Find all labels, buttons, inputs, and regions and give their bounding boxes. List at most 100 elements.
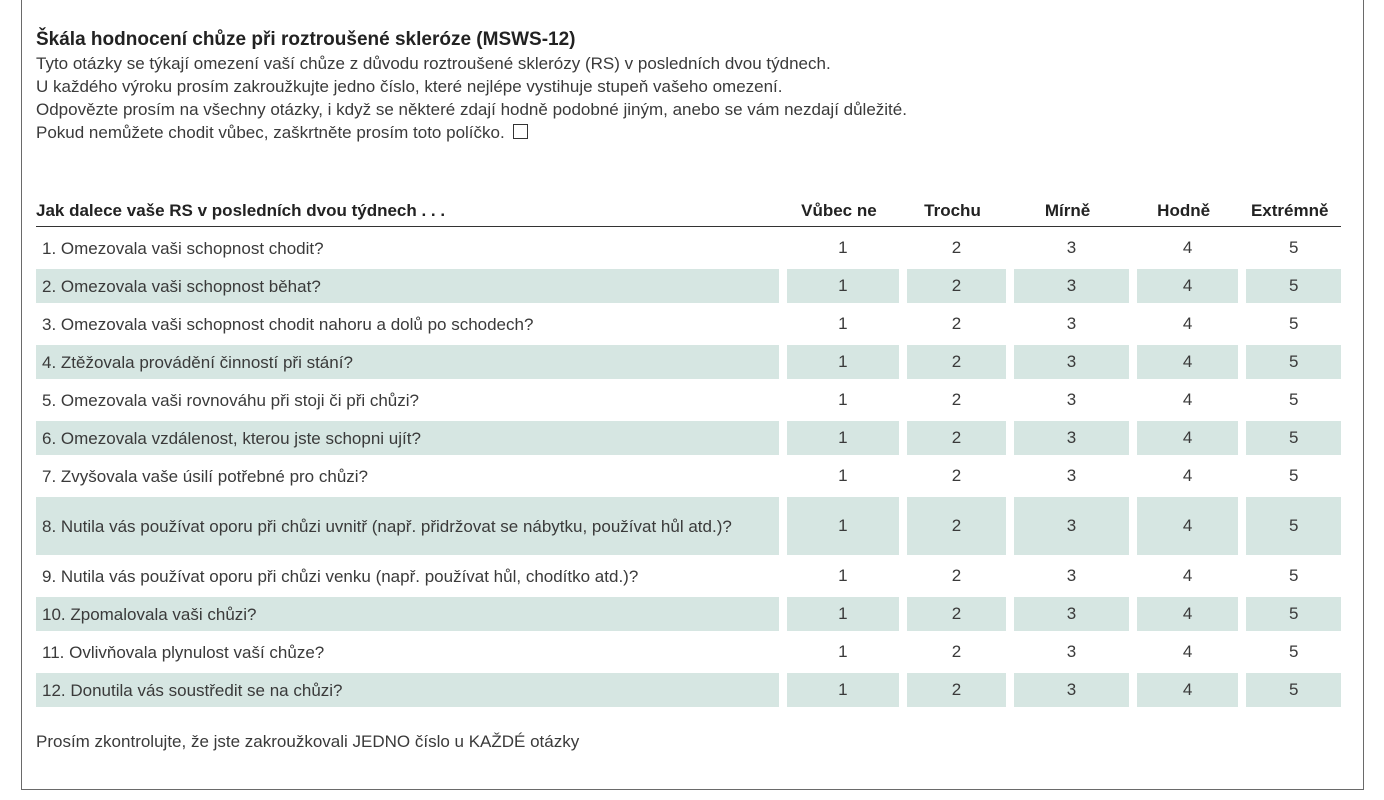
answer-option-4[interactable]: 4 bbox=[1182, 390, 1193, 409]
table-row: 3. Omezovala vaši schopnost chodit nahor… bbox=[36, 307, 1341, 341]
answer-option-5[interactable]: 5 bbox=[1246, 673, 1342, 707]
table-row: 6. Omezovala vzdálenost, kterou jste sch… bbox=[36, 421, 1342, 455]
answer-option-5[interactable]: 5 bbox=[1288, 390, 1299, 409]
answer-option-5[interactable]: 5 bbox=[1246, 269, 1342, 303]
question-text: 4. Ztěžovala provádění činností při stán… bbox=[36, 345, 780, 379]
answer-option-1[interactable]: 1 bbox=[787, 597, 899, 631]
table-row: 9. Nutila vás používat oporu při chůzi v… bbox=[36, 559, 1341, 593]
answer-option-1[interactable]: 1 bbox=[787, 269, 899, 303]
table-row: 12. Donutila vás soustředit se na chůzi?… bbox=[36, 673, 1342, 707]
answer-option-1[interactable]: 1 bbox=[787, 421, 899, 455]
question-text: 10. Zpomalovala vaši chůzi? bbox=[36, 597, 780, 631]
table-row: 4. Ztěžovala provádění činností při stán… bbox=[36, 345, 1342, 379]
answer-option-5[interactable]: 5 bbox=[1288, 566, 1299, 585]
answer-option-4[interactable]: 4 bbox=[1136, 421, 1239, 455]
answer-option-4[interactable]: 4 bbox=[1182, 314, 1193, 333]
question-text: 1. Omezovala vaši schopnost chodit? bbox=[42, 238, 324, 258]
cannot-walk-label: Pokud nemůžete chodit vůbec, zaškrtněte … bbox=[36, 123, 505, 142]
answer-option-5[interactable]: 5 bbox=[1288, 466, 1299, 485]
answer-option-2[interactable]: 2 bbox=[906, 345, 1007, 379]
questionnaire-table: Jak dalece vaše RS v posledních dvou týd… bbox=[36, 196, 1342, 707]
answer-option-4[interactable]: 4 bbox=[1136, 597, 1239, 631]
answer-option-2[interactable]: 2 bbox=[951, 390, 962, 409]
answer-option-4[interactable]: 4 bbox=[1182, 238, 1193, 257]
answer-option-5[interactable]: 5 bbox=[1246, 597, 1342, 631]
question-text: 12. Donutila vás soustředit se na chůzi? bbox=[36, 673, 780, 707]
answer-option-1[interactable]: 1 bbox=[787, 345, 899, 379]
answer-option-3[interactable]: 3 bbox=[1014, 673, 1129, 707]
answer-option-3[interactable]: 3 bbox=[1014, 345, 1129, 379]
header-col-1: Vůbec ne bbox=[801, 201, 877, 220]
table-row: 10. Zpomalovala vaši chůzi? 1 2 3 4 5 bbox=[36, 597, 1342, 631]
answer-option-5[interactable]: 5 bbox=[1246, 421, 1342, 455]
answer-option-1[interactable]: 1 bbox=[787, 673, 899, 707]
answer-option-5[interactable]: 5 bbox=[1288, 238, 1299, 257]
cannot-walk-checkbox[interactable] bbox=[512, 124, 528, 139]
answer-option-3[interactable]: 3 bbox=[1014, 597, 1129, 631]
answer-option-5[interactable]: 5 bbox=[1246, 497, 1342, 555]
header-col-3: Mírně bbox=[1044, 201, 1091, 220]
answer-option-1[interactable]: 1 bbox=[838, 466, 848, 485]
question-text: 6. Omezovala vzdálenost, kterou jste sch… bbox=[36, 421, 780, 455]
answer-option-2[interactable]: 2 bbox=[951, 642, 962, 661]
answer-option-3[interactable]: 3 bbox=[1066, 314, 1077, 333]
answer-option-3[interactable]: 3 bbox=[1014, 497, 1129, 555]
answer-option-1[interactable]: 1 bbox=[838, 642, 848, 661]
question-text: 5. Omezovala vaši rovnováhu při stoji či… bbox=[42, 390, 419, 410]
question-text: 7. Zvyšovala vaše úsilí potřebné pro chů… bbox=[42, 466, 369, 486]
answer-option-4[interactable]: 4 bbox=[1136, 269, 1239, 303]
answer-option-1[interactable]: 1 bbox=[838, 238, 848, 257]
answer-option-3[interactable]: 3 bbox=[1066, 390, 1077, 409]
table-header: Jak dalece vaše RS v posledních dvou týd… bbox=[36, 196, 1341, 227]
header-col-4: Hodně bbox=[1157, 201, 1211, 220]
answer-option-3[interactable]: 3 bbox=[1066, 466, 1077, 485]
intro-line-4: Pokud nemůžete chodit vůbec, zaškrtněte … bbox=[36, 121, 1336, 144]
question-text: 9. Nutila vás používat oporu při chůzi v… bbox=[42, 566, 639, 586]
intro-line-2: U každého výroku prosím zakroužkujte jed… bbox=[36, 77, 783, 96]
form-frame bbox=[21, 0, 1364, 790]
answer-option-4[interactable]: 4 bbox=[1182, 566, 1193, 585]
header-col-5: Extrémně bbox=[1250, 201, 1329, 220]
answer-option-1[interactable]: 1 bbox=[838, 566, 848, 585]
question-text: 8. Nutila vás používat oporu při chůzi u… bbox=[36, 497, 780, 555]
answer-option-2[interactable]: 2 bbox=[951, 314, 962, 333]
answer-option-3[interactable]: 3 bbox=[1014, 421, 1129, 455]
question-text: 11. Ovlivňovala plynulost vaší chůze? bbox=[42, 642, 325, 662]
question-text: 2. Omezovala vaši schopnost běhat? bbox=[36, 269, 780, 303]
answer-option-1[interactable]: 1 bbox=[787, 497, 899, 555]
table-row: 2. Omezovala vaši schopnost běhat? 1 2 3 4 5 bbox=[36, 269, 1342, 303]
answer-option-2[interactable]: 2 bbox=[951, 238, 962, 257]
answer-option-2[interactable]: 2 bbox=[906, 269, 1007, 303]
answer-option-2[interactable]: 2 bbox=[906, 497, 1007, 555]
answer-option-1[interactable]: 1 bbox=[838, 390, 848, 409]
footer-note: Prosím zkontrolujte, že jste zakroužkova… bbox=[36, 732, 580, 751]
header-question: Jak dalece vaše RS v posledních dvou týd… bbox=[36, 201, 446, 220]
header-col-2: Trochu bbox=[924, 201, 981, 220]
answer-option-5[interactable]: 5 bbox=[1288, 314, 1299, 333]
answer-option-2[interactable]: 2 bbox=[906, 421, 1007, 455]
answer-option-4[interactable]: 4 bbox=[1182, 466, 1193, 485]
answer-option-2[interactable]: 2 bbox=[906, 597, 1007, 631]
answer-option-5[interactable]: 5 bbox=[1288, 642, 1299, 661]
table-row: 8. Nutila vás používat oporu při chůzi u… bbox=[36, 497, 1342, 555]
answer-option-3[interactable]: 3 bbox=[1066, 566, 1077, 585]
form-title: Škála hodnocení chůze při roztroušené sk… bbox=[36, 29, 576, 50]
answer-option-3[interactable]: 3 bbox=[1066, 642, 1077, 661]
answer-option-2[interactable]: 2 bbox=[951, 466, 962, 485]
table-row: 7. Zvyšovala vaše úsilí potřebné pro chů… bbox=[36, 459, 1341, 493]
answer-option-1[interactable]: 1 bbox=[838, 314, 848, 333]
answer-option-4[interactable]: 4 bbox=[1136, 497, 1239, 555]
answer-option-2[interactable]: 2 bbox=[906, 673, 1007, 707]
question-text: 3. Omezovala vaši schopnost chodit nahor… bbox=[42, 314, 534, 334]
table-row: 5. Omezovala vaši rovnováhu při stoji či… bbox=[36, 383, 1341, 417]
answer-option-3[interactable]: 3 bbox=[1066, 238, 1077, 257]
answer-option-5[interactable]: 5 bbox=[1246, 345, 1342, 379]
intro-section: Škála hodnocení chůze při roztroušené sk… bbox=[36, 28, 1336, 144]
intro-line-1: Tyto otázky se týkají omezení vaší chůze… bbox=[36, 54, 831, 73]
answer-option-4[interactable]: 4 bbox=[1136, 673, 1239, 707]
answer-option-4[interactable]: 4 bbox=[1182, 642, 1193, 661]
answer-option-4[interactable]: 4 bbox=[1136, 345, 1239, 379]
intro-line-3: Odpovězte prosím na všechny otázky, i kd… bbox=[36, 100, 907, 119]
answer-option-3[interactable]: 3 bbox=[1014, 269, 1129, 303]
answer-option-2[interactable]: 2 bbox=[951, 566, 962, 585]
